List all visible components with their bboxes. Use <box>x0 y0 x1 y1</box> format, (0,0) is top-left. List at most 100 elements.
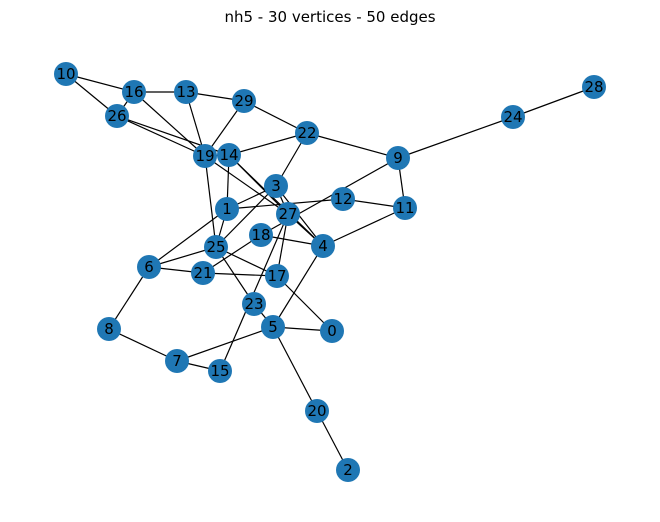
node-4: 4 <box>311 234 335 258</box>
node-label-3: 3 <box>271 177 281 195</box>
edge-11-4 <box>322 207 406 247</box>
node-circle-2 <box>336 458 360 482</box>
node-7: 7 <box>165 349 189 373</box>
node-label-23: 23 <box>244 295 263 313</box>
node-label-12: 12 <box>333 190 352 208</box>
edge-19-25 <box>204 155 217 248</box>
node-circle-26 <box>105 104 129 128</box>
node-label-21: 21 <box>193 264 212 282</box>
node-circle-4 <box>311 234 335 258</box>
node-label-9: 9 <box>393 149 403 167</box>
node-circle-21 <box>191 261 215 285</box>
node-19: 19 <box>193 144 217 168</box>
node-circle-19 <box>193 144 217 168</box>
edge-16-19 <box>133 91 206 157</box>
node-circle-18 <box>249 223 273 247</box>
node-circle-27 <box>276 202 300 226</box>
node-27: 27 <box>276 202 300 226</box>
node-9: 9 <box>386 146 410 170</box>
node-label-4: 4 <box>318 237 328 255</box>
node-label-8: 8 <box>104 320 114 338</box>
node-label-19: 19 <box>195 147 214 165</box>
edge-22-9 <box>306 132 399 159</box>
node-1: 1 <box>215 197 239 221</box>
node-label-11: 11 <box>395 199 414 217</box>
node-circle-22 <box>295 121 319 145</box>
node-17: 17 <box>265 264 289 288</box>
node-0: 0 <box>320 319 344 343</box>
node-circle-10 <box>54 62 78 86</box>
node-label-20: 20 <box>307 402 326 420</box>
node-circle-1 <box>215 197 239 221</box>
edge-5-20 <box>272 326 318 412</box>
node-label-14: 14 <box>219 146 238 164</box>
edge-4-5 <box>272 245 324 328</box>
edge-7-8 <box>108 328 178 362</box>
node-circle-0 <box>320 319 344 343</box>
node-label-27: 27 <box>278 205 297 223</box>
node-20: 20 <box>305 399 329 423</box>
node-label-26: 26 <box>107 107 126 125</box>
node-label-13: 13 <box>176 83 195 101</box>
edge-22-14 <box>228 132 308 156</box>
edge-26-19 <box>116 115 206 157</box>
edge-24-9 <box>397 116 514 159</box>
node-22: 22 <box>295 121 319 145</box>
edge-5-7 <box>176 326 274 362</box>
node-12: 12 <box>331 187 355 211</box>
node-label-2: 2 <box>343 461 353 479</box>
node-label-0: 0 <box>327 322 337 340</box>
node-circle-8 <box>97 317 121 341</box>
node-circle-9 <box>386 146 410 170</box>
node-28: 28 <box>582 75 606 99</box>
edge-1-6 <box>148 208 228 268</box>
node-circle-5 <box>261 315 285 339</box>
node-10: 10 <box>54 62 78 86</box>
nodes-group: 0123456789101112131415161718192021222324… <box>54 62 606 482</box>
node-circle-20 <box>305 399 329 423</box>
node-25: 25 <box>204 235 228 259</box>
node-label-10: 10 <box>56 65 75 83</box>
edge-17-0 <box>276 275 333 332</box>
node-label-17: 17 <box>267 267 286 285</box>
node-circle-11 <box>393 196 417 220</box>
node-label-15: 15 <box>210 362 229 380</box>
node-circle-24 <box>501 105 525 129</box>
node-2: 2 <box>336 458 360 482</box>
node-circle-13 <box>174 80 198 104</box>
node-circle-14 <box>217 143 241 167</box>
node-15: 15 <box>208 359 232 383</box>
edge-3-25 <box>215 185 277 248</box>
figure-title: nh5 - 30 vertices - 50 edges <box>224 8 436 26</box>
node-label-6: 6 <box>144 258 154 276</box>
node-circle-25 <box>204 235 228 259</box>
node-label-7: 7 <box>172 352 182 370</box>
node-circle-15 <box>208 359 232 383</box>
node-label-29: 29 <box>234 92 253 110</box>
node-circle-7 <box>165 349 189 373</box>
node-circle-29 <box>232 89 256 113</box>
node-16: 16 <box>122 80 146 104</box>
node-6: 6 <box>137 255 161 279</box>
node-label-28: 28 <box>584 78 603 96</box>
node-14: 14 <box>217 143 241 167</box>
node-21: 21 <box>191 261 215 285</box>
node-23: 23 <box>242 292 266 316</box>
node-circle-12 <box>331 187 355 211</box>
node-label-1: 1 <box>222 200 232 218</box>
node-label-18: 18 <box>251 226 270 244</box>
node-circle-17 <box>265 264 289 288</box>
node-circle-28 <box>582 75 606 99</box>
edge-21-17 <box>202 272 278 277</box>
node-5: 5 <box>261 315 285 339</box>
node-circle-3 <box>264 174 288 198</box>
node-circle-6 <box>137 255 161 279</box>
node-18: 18 <box>249 223 273 247</box>
node-26: 26 <box>105 104 129 128</box>
node-label-24: 24 <box>503 108 522 126</box>
node-circle-16 <box>122 80 146 104</box>
node-24: 24 <box>501 105 525 129</box>
node-3: 3 <box>264 174 288 198</box>
node-label-22: 22 <box>297 124 316 142</box>
